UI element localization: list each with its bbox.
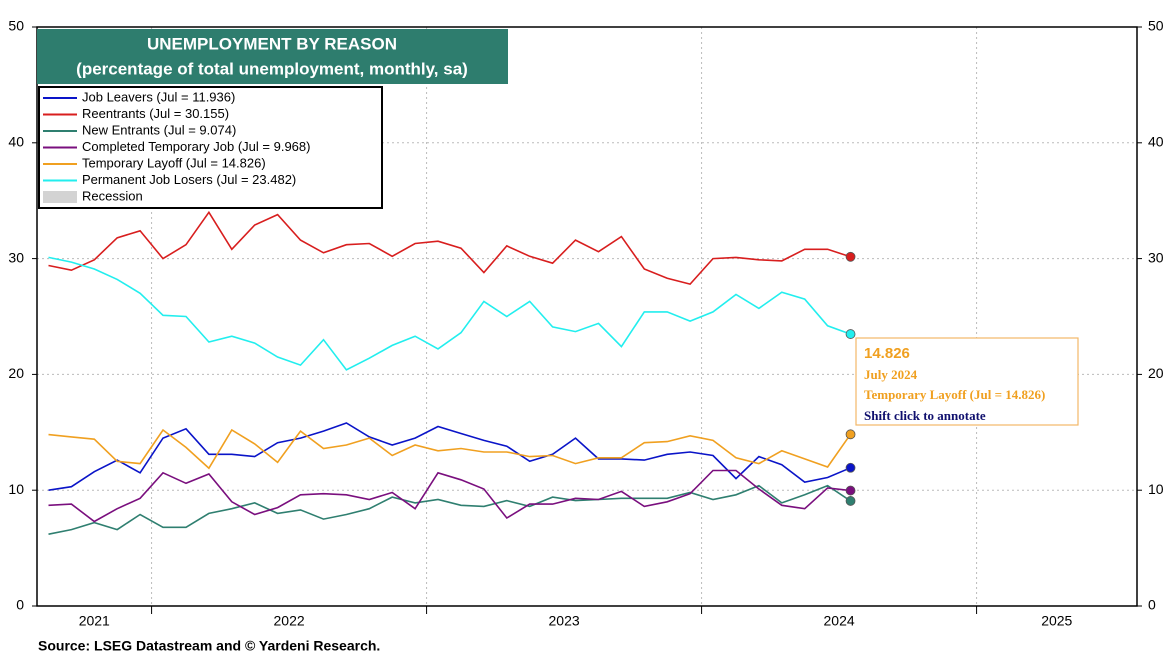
series-line bbox=[48, 422, 851, 491]
annotation: 14.826 July 2024 Temporary Layoff (Jul =… bbox=[855, 337, 1079, 426]
y2-tick-label: 40 bbox=[1148, 134, 1164, 150]
y2-tick-label: 0 bbox=[1148, 597, 1156, 613]
series-line bbox=[48, 428, 852, 470]
title-box bbox=[37, 29, 508, 84]
y2-tick-label: 10 bbox=[1148, 481, 1164, 497]
end-marker bbox=[845, 329, 856, 339]
series-line bbox=[48, 256, 851, 371]
annotation-date: July 2024 bbox=[864, 367, 918, 382]
y-tick-label: 30 bbox=[8, 249, 24, 265]
y2-tick-label: 50 bbox=[1148, 18, 1164, 34]
source: Source: LSEG Datastream and © Yardeni Re… bbox=[38, 638, 380, 654]
annotation-hint: Shift click to annotate bbox=[864, 408, 986, 423]
legend-swatch bbox=[43, 191, 77, 203]
legend-label: Permanent Job Losers (Jul = 23.482) bbox=[82, 172, 296, 187]
chart-subtitle: (percentage of total unemployment, month… bbox=[76, 59, 468, 78]
annotation-box bbox=[855, 337, 1079, 426]
y2-tick-label: 20 bbox=[1148, 365, 1164, 381]
legend-label: Temporary Layoff (Jul = 14.826) bbox=[82, 155, 266, 170]
end-marker bbox=[845, 485, 856, 496]
x-tick-label: 2023 bbox=[549, 613, 580, 629]
axes: 0 0 10 10 20 20 30 30 40 40 50 50 2021 2022 2023 2024 20… bbox=[8, 18, 1163, 629]
plot-frame bbox=[36, 26, 1138, 607]
legend-label: Reentrants (Jul = 30.155) bbox=[82, 106, 229, 121]
end-marker bbox=[845, 496, 856, 506]
x-tick-label: 2024 bbox=[824, 613, 855, 629]
legend: Job Leavers (Jul = 11.936) Reentrants (Ju… bbox=[38, 86, 383, 209]
y-tick-label: 10 bbox=[8, 481, 24, 497]
lines bbox=[48, 210, 856, 535]
annotation-value: 14.826 bbox=[864, 345, 910, 362]
legend-label: Job Leavers (Jul = 11.936) bbox=[82, 89, 235, 104]
y-tick-label: 40 bbox=[8, 134, 24, 150]
legend-label: Recession bbox=[82, 188, 143, 203]
series-line bbox=[48, 484, 851, 535]
end-marker bbox=[845, 429, 856, 440]
x-tick-label: 2025 bbox=[1041, 613, 1072, 629]
y2-tick-label: 30 bbox=[1148, 249, 1164, 265]
y-tick-label: 20 bbox=[8, 365, 24, 381]
series-line bbox=[48, 469, 851, 523]
x-tick-label: 2021 bbox=[79, 613, 110, 629]
legend-box bbox=[38, 86, 383, 209]
annotation-series: Temporary Layoff (Jul = 14.826) bbox=[864, 387, 1045, 402]
chart-title: UNEMPLOYMENT BY REASON bbox=[147, 34, 397, 53]
y-tick-label: 0 bbox=[16, 597, 24, 613]
series-line bbox=[48, 210, 851, 285]
end-marker bbox=[845, 251, 856, 262]
legend-label: New Entrants (Jul = 9.074) bbox=[82, 122, 236, 137]
legend-label: Completed Temporary Job (Jul = 9.968) bbox=[82, 139, 310, 154]
end-marker bbox=[845, 462, 856, 473]
x-tick-label: 2022 bbox=[274, 613, 305, 629]
y-tick-label: 50 bbox=[8, 18, 24, 34]
